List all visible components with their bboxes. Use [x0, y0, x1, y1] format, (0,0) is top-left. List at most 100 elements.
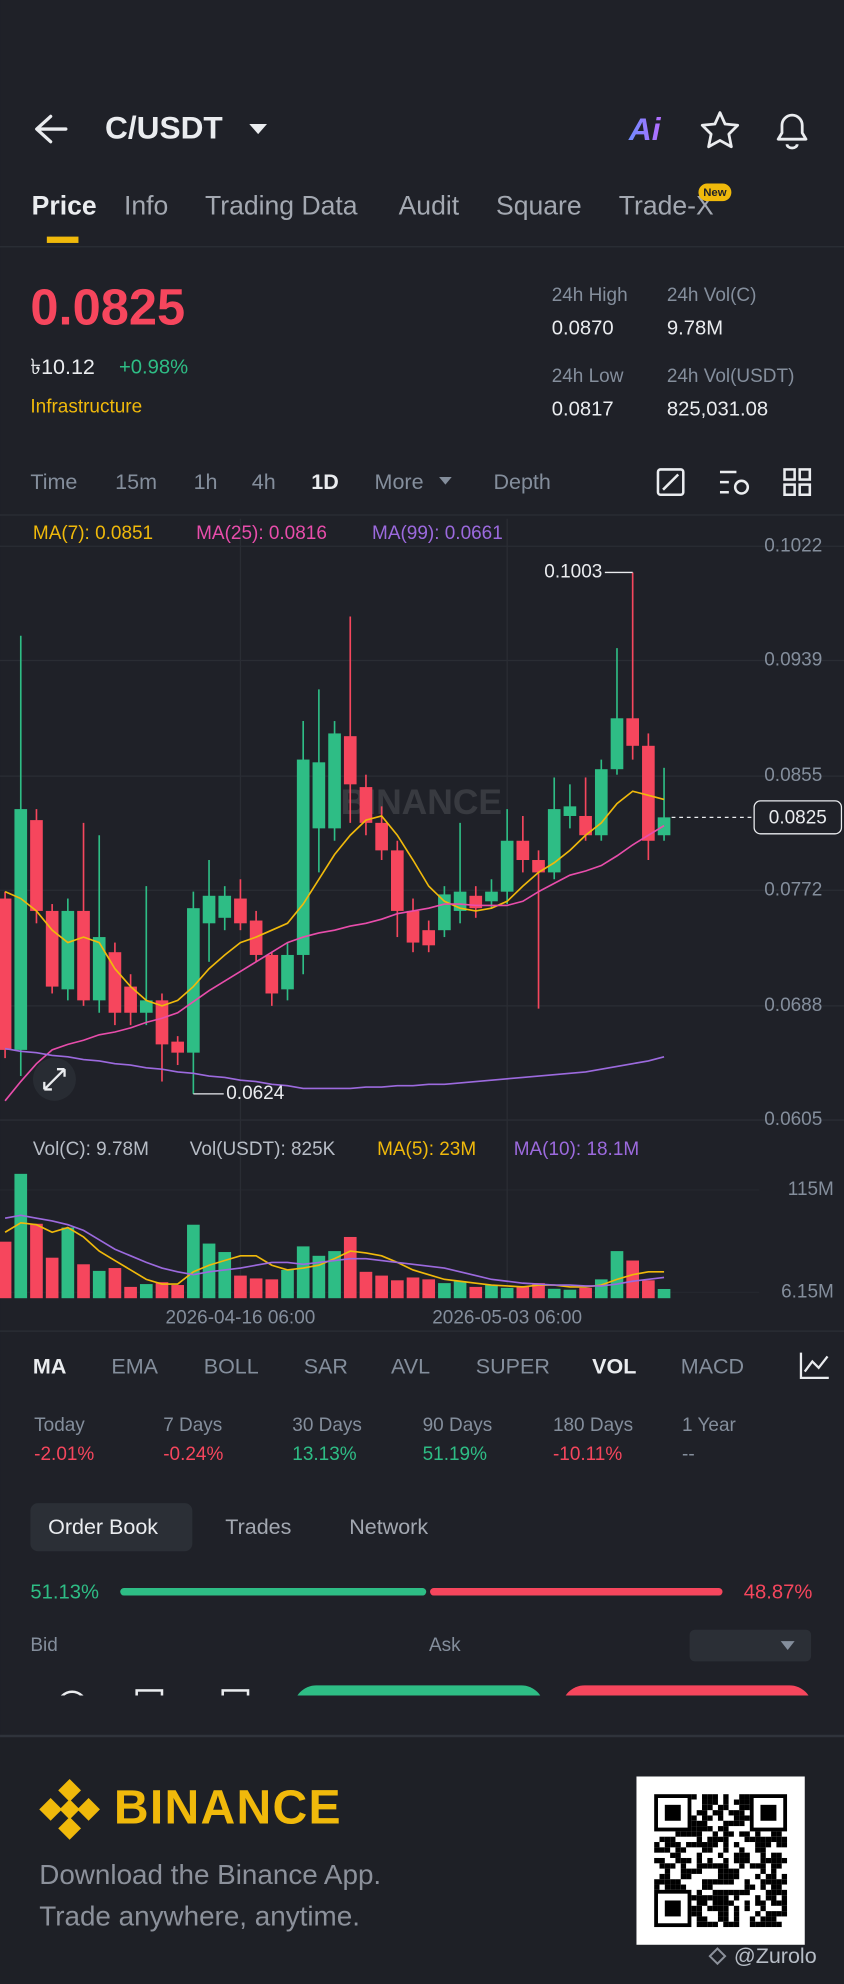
x-tick-label: 2026-04-16 06:00: [166, 1307, 316, 1328]
icon[interactable]: [135, 1689, 164, 1715]
tab[interactable]: Price: [32, 191, 97, 221]
qr-cell: [781, 1857, 788, 1864]
candle-body: [328, 733, 341, 829]
qr-cell: [691, 1831, 697, 1837]
qr-cell: [670, 1836, 676, 1843]
bid-bar: [120, 1587, 427, 1596]
tick-select[interactable]: [689, 1629, 812, 1662]
icon[interactable]: [221, 1689, 250, 1715]
volume-bar: [469, 1286, 483, 1299]
book-tab[interactable]: Order Book: [48, 1515, 158, 1539]
ma-line: [4, 824, 665, 1102]
interval[interactable]: Depth: [493, 470, 550, 494]
qr-cell: [733, 1868, 740, 1874]
price-chart: 0.1022 0.0939 0.0855 0.0772 0.0688 0.0605 2026…: [0, 518, 844, 1328]
qr-cell: [712, 1842, 718, 1848]
interval[interactable]: More: [375, 470, 424, 494]
indicator[interactable]: BOLL: [204, 1354, 259, 1378]
indicator-settings[interactable]: [799, 1352, 829, 1380]
y-tick-label: 0.0772: [764, 879, 822, 900]
more-caret[interactable]: [439, 477, 452, 485]
qr-cell: [712, 1810, 718, 1816]
qr-cell: [771, 1868, 777, 1874]
tab[interactable]: Audit: [399, 191, 460, 221]
sell-button[interactable]: [562, 1685, 813, 1736]
qr-cell: [723, 1836, 729, 1843]
interval[interactable]: 15m: [115, 470, 157, 494]
book-tab[interactable]: Trades: [225, 1515, 291, 1539]
indicator[interactable]: AVL: [391, 1354, 430, 1378]
qr-cell: [728, 1831, 734, 1837]
qr-cell: [717, 1863, 724, 1869]
volume-bar: [61, 1227, 75, 1299]
qr-cell: [680, 1884, 687, 1890]
chart-tools[interactable]: [656, 468, 812, 497]
qr-cell: [760, 1884, 766, 1890]
qr-cell: [664, 1842, 671, 1848]
alert-button[interactable]: [776, 113, 808, 150]
tab[interactable]: Square: [496, 191, 582, 221]
icon[interactable]: [58, 1690, 86, 1720]
qr-cell: [696, 1905, 703, 1912]
indicator[interactable]: MA: [33, 1354, 66, 1378]
pair-title[interactable]: C/USDT: [105, 110, 223, 146]
qr-cell: [717, 1911, 724, 1917]
candle-body: [422, 930, 436, 946]
qr-cell: [696, 1863, 703, 1869]
indicator[interactable]: VOL: [592, 1354, 636, 1378]
ask-bar: [430, 1587, 723, 1596]
book-tab[interactable]: Network: [349, 1515, 428, 1539]
buy-button[interactable]: [294, 1685, 545, 1736]
volume-tick-label: 6.15M: [781, 1281, 834, 1302]
qr-cell: [755, 1836, 761, 1843]
qr-cell: [686, 1857, 692, 1864]
period-label: 30 Days: [292, 1415, 362, 1436]
pair-caret[interactable]: [249, 124, 267, 135]
qr-cell: [675, 1884, 681, 1890]
qr-cell: [744, 1852, 750, 1858]
stat-label: 24h Low: [552, 366, 624, 387]
last-price: 0.0825: [30, 279, 185, 336]
tab[interactable]: Info: [124, 191, 168, 221]
back-button[interactable]: [35, 114, 68, 144]
sector-tag[interactable]: Infrastructure: [30, 396, 142, 417]
high-label: 0.1003: [544, 561, 602, 582]
qr-cell: [760, 1857, 766, 1864]
volume-bar: [579, 1287, 592, 1299]
ai-button[interactable]: Ai: [628, 111, 662, 147]
volume-legend: Vol(USDT): 825K: [190, 1139, 336, 1160]
indicator[interactable]: SAR: [304, 1354, 348, 1378]
qr-cell: [755, 1895, 761, 1901]
candle-body: [124, 986, 137, 1013]
qr-cell: [733, 1820, 740, 1827]
qr-cell: [781, 1889, 788, 1896]
indicator[interactable]: SUPER: [476, 1354, 550, 1378]
qr-cell: [664, 1836, 671, 1843]
qr-cell: [760, 1863, 766, 1869]
qr-cell: [707, 1815, 713, 1821]
interval[interactable]: 4h: [252, 470, 276, 494]
qr-cell: [680, 1857, 687, 1864]
favorite-button[interactable]: [700, 111, 740, 149]
candle-body: [218, 895, 232, 918]
qr-cell: [659, 1873, 665, 1880]
stat-value: 9.78M: [667, 317, 723, 339]
qr-cell: [744, 1900, 750, 1906]
qr-cell: [765, 1873, 772, 1880]
qr-cell: [739, 1820, 745, 1827]
interval[interactable]: 1h: [194, 470, 218, 494]
qr-cell: [781, 1873, 788, 1880]
interval[interactable]: Time: [30, 470, 77, 494]
interval[interactable]: 1D: [311, 470, 338, 494]
tab[interactable]: Trade-X: [619, 191, 714, 221]
period-label: Today: [34, 1415, 85, 1436]
indicator[interactable]: EMA: [111, 1354, 158, 1378]
qr-cell: [691, 1820, 697, 1827]
qr-cell: [702, 1900, 708, 1906]
indicator[interactable]: MACD: [681, 1354, 744, 1378]
tab[interactable]: Trading Data: [205, 191, 358, 221]
qr-cell: [707, 1921, 713, 1928]
period-change: -0.24%: [163, 1444, 223, 1465]
qr-cell: [771, 1884, 777, 1890]
qr-cell: [733, 1911, 740, 1917]
